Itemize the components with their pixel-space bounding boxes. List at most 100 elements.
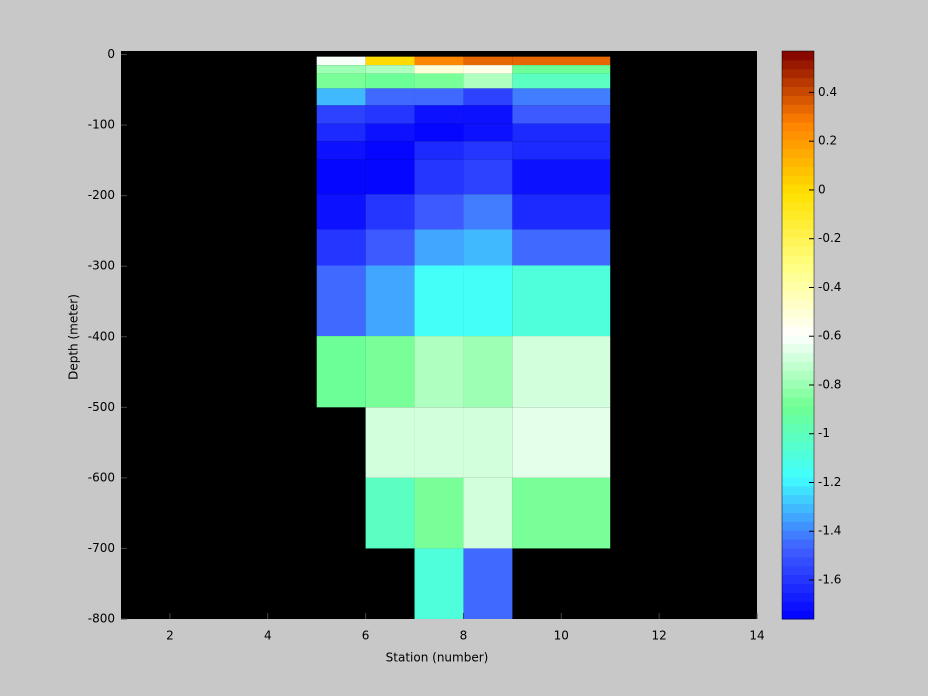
colorbar-band (782, 406, 814, 416)
heatmap-cell (414, 73, 464, 89)
y-tick-label: 0 (107, 47, 115, 61)
colorbar-band (782, 432, 814, 442)
colorbar-band (782, 210, 814, 221)
heatmap-cell (512, 265, 611, 337)
heatmap-cell (316, 265, 366, 337)
heatmap-cell (316, 159, 366, 195)
colorbar-band (782, 113, 814, 123)
colorbar-tick-label: 0 (818, 182, 826, 196)
y-tick-label: -800 (88, 612, 115, 626)
colorbar-band (782, 326, 814, 336)
colorbar-band (782, 592, 814, 602)
heatmap-cell (463, 229, 513, 266)
heatmap-cell (414, 65, 464, 74)
colorbar-band (782, 308, 814, 318)
x-tick-label: 12 (652, 629, 667, 643)
y-tick-label: -500 (88, 400, 115, 414)
colorbar-band (782, 157, 814, 167)
colorbar-band (782, 379, 814, 389)
heatmap-cell (316, 141, 366, 160)
y-tick-label: -200 (88, 188, 115, 202)
colorbar-band (782, 104, 814, 114)
heatmap-cell (414, 407, 464, 478)
heatmap-cell (365, 229, 415, 266)
heatmap-cell (316, 336, 366, 408)
colorbar-band (782, 193, 814, 203)
heatmap-cell (316, 194, 366, 230)
heatmap-cell (463, 336, 513, 408)
colorbar-tick-label: -1.4 (818, 524, 841, 538)
colorbar-band (782, 352, 814, 363)
heatmap-cell (463, 159, 513, 195)
colorbar-band (782, 388, 814, 398)
colorbar-band (782, 468, 814, 478)
colorbar-tick-label: -0.2 (818, 231, 841, 245)
heatmap-cell (512, 477, 611, 549)
colorbar-band (782, 166, 814, 176)
heatmap-cell (365, 336, 415, 408)
heatmap-cell (414, 265, 464, 337)
y-tick-label: -700 (88, 541, 115, 555)
colorbar-band (782, 95, 814, 105)
colorbar-tick-label: 0.4 (818, 85, 837, 99)
colorbar-band (782, 246, 814, 256)
heatmap-cell (414, 229, 464, 266)
heatmap-cell (365, 477, 415, 549)
heatmap-cell (463, 477, 513, 549)
colorbar-band (782, 565, 814, 576)
heatmap-cell (365, 123, 415, 142)
colorbar-band (782, 548, 814, 558)
colorbar-band (782, 290, 814, 300)
heatmap-cell (463, 88, 513, 106)
heatmap-cell (365, 73, 415, 89)
colorbar-band (782, 68, 814, 79)
colorbar-band (782, 441, 814, 451)
heatmap-cell (365, 159, 415, 195)
colorbar-band (782, 255, 814, 265)
heatmap-cell (316, 105, 366, 124)
colorbar-tick-label: -0.6 (818, 329, 841, 343)
heatmap-cell (316, 229, 366, 266)
colorbar-band (782, 370, 814, 380)
heatmap-cell (463, 73, 513, 89)
heatmap-cell (414, 159, 464, 195)
x-tick-label: 10 (554, 629, 569, 643)
colorbar-band (782, 610, 814, 620)
heatmap-cell (365, 407, 415, 478)
x-tick-label: 8 (460, 629, 468, 643)
y-tick-label: -100 (88, 118, 115, 132)
colorbar-band (782, 272, 814, 283)
colorbar-band (782, 414, 814, 425)
heatmap-cell (512, 105, 611, 124)
y-axis-label: Depth (meter) (67, 294, 81, 380)
x-axis-label: Station (number) (386, 651, 489, 665)
heatmap-cell (316, 65, 366, 74)
colorbar-band (782, 175, 814, 185)
x-tick-label: 4 (264, 629, 272, 643)
colorbar-band (782, 397, 814, 407)
heatmap-cell (512, 407, 611, 478)
colorbar-band (782, 264, 814, 274)
heatmap-cell (512, 159, 611, 195)
heatmap-cell (512, 229, 611, 266)
heatmap-cell (365, 56, 415, 66)
heatmap-cell (316, 56, 366, 66)
colorbar-band (782, 219, 814, 229)
colorbar-band (782, 77, 814, 87)
colorbar-band (782, 228, 814, 238)
colorbar-band (782, 583, 814, 593)
colorbar-tick-label: 0.2 (818, 134, 837, 148)
heatmap-cell (365, 65, 415, 74)
heatmap-cell (414, 123, 464, 142)
colorbar-band (782, 201, 814, 212)
heatmap-cell (414, 548, 464, 619)
colorbar-band (782, 485, 814, 496)
colorbar-tick-label: -1.2 (818, 475, 841, 489)
colorbar-band (782, 361, 814, 371)
heatmap-cell (414, 56, 464, 66)
heatmap-cell (512, 73, 611, 89)
colorbar-band (782, 601, 814, 611)
y-tick-label: -300 (88, 259, 115, 273)
colorbar-band (782, 281, 814, 292)
heatmap-cell (316, 123, 366, 142)
